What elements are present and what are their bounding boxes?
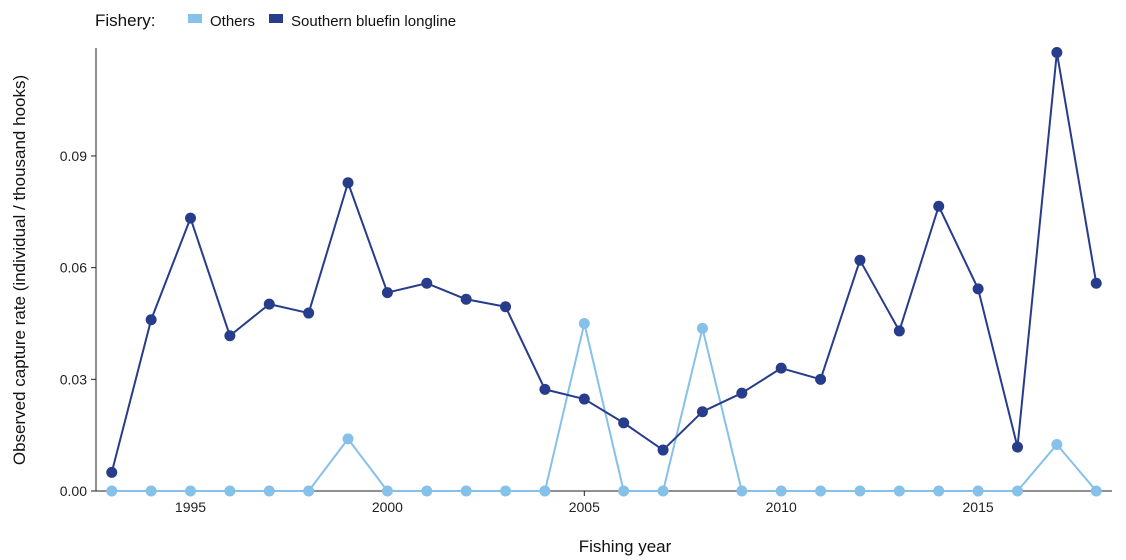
data-point (185, 485, 197, 497)
data-point (736, 485, 748, 497)
data-point (775, 485, 787, 497)
data-point (775, 362, 787, 374)
data-point (618, 485, 630, 497)
data-point (1090, 485, 1102, 497)
data-point (1011, 441, 1023, 453)
x-tick-label: 2005 (569, 499, 600, 515)
data-point (303, 307, 315, 319)
legend-swatch (269, 14, 284, 23)
x-ticks: 1995 2000 2005 2010 2015 (175, 491, 994, 515)
legend-title: Fishery: (95, 11, 155, 30)
data-point (263, 298, 275, 310)
x-axis-title: Fishing year (579, 537, 672, 556)
series-line (111, 322, 1098, 492)
data-point (736, 387, 748, 399)
x-tick-label: 1995 (175, 499, 206, 515)
data-point (500, 301, 512, 313)
data-point (539, 485, 551, 497)
data-point (972, 283, 984, 295)
data-point (933, 200, 945, 212)
y-tick-label: 0.00 (60, 483, 87, 499)
data-point (381, 287, 393, 299)
data-point (460, 485, 472, 497)
data-point (421, 277, 433, 289)
y-tick-label: 0.03 (60, 371, 87, 387)
data-point (421, 485, 433, 497)
series-layer (106, 46, 1102, 497)
data-point (854, 254, 866, 266)
data-point (342, 433, 354, 445)
data-point (263, 485, 275, 497)
data-point (854, 485, 866, 497)
series-1 (106, 46, 1102, 478)
data-point (815, 485, 827, 497)
legend-swatch (188, 14, 202, 23)
data-point (893, 485, 905, 497)
data-point (381, 485, 393, 497)
data-point (578, 393, 590, 405)
data-point (696, 406, 708, 418)
series-0 (106, 317, 1102, 497)
data-point (893, 325, 905, 337)
data-point (106, 466, 118, 478)
x-tick-label: 2015 (963, 499, 994, 515)
legend-label: Southern bluefin longline (291, 13, 456, 30)
legend: Fishery: Others Southern bluefin longline (95, 11, 456, 30)
data-point (696, 322, 708, 334)
data-point (657, 444, 669, 456)
data-point (303, 485, 315, 497)
y-tick-label: 0.09 (60, 148, 87, 164)
data-point (500, 485, 512, 497)
data-point (657, 485, 669, 497)
y-tick-label: 0.06 (60, 260, 87, 276)
data-point (578, 317, 590, 329)
legend-label: Others (210, 13, 255, 30)
data-point (539, 383, 551, 395)
data-point (1051, 46, 1063, 58)
data-point (972, 485, 984, 497)
y-ticks: 0.00 0.03 0.06 0.09 (60, 148, 96, 499)
data-point (933, 485, 945, 497)
series-line (110, 51, 1098, 473)
y-axis-title: Observed capture rate (individual / thou… (10, 75, 29, 465)
data-point (342, 177, 354, 189)
data-point (1011, 485, 1023, 497)
data-point (106, 485, 118, 497)
data-point (145, 314, 157, 326)
data-point (1051, 438, 1063, 450)
x-tick-label: 2010 (766, 499, 797, 515)
data-point (145, 485, 157, 497)
data-point (185, 212, 197, 224)
data-point (460, 293, 472, 305)
data-point (224, 330, 236, 342)
data-point (224, 485, 236, 497)
data-point (815, 373, 827, 385)
data-point (618, 417, 630, 429)
data-point (1090, 277, 1102, 289)
x-tick-label: 2000 (372, 499, 403, 515)
